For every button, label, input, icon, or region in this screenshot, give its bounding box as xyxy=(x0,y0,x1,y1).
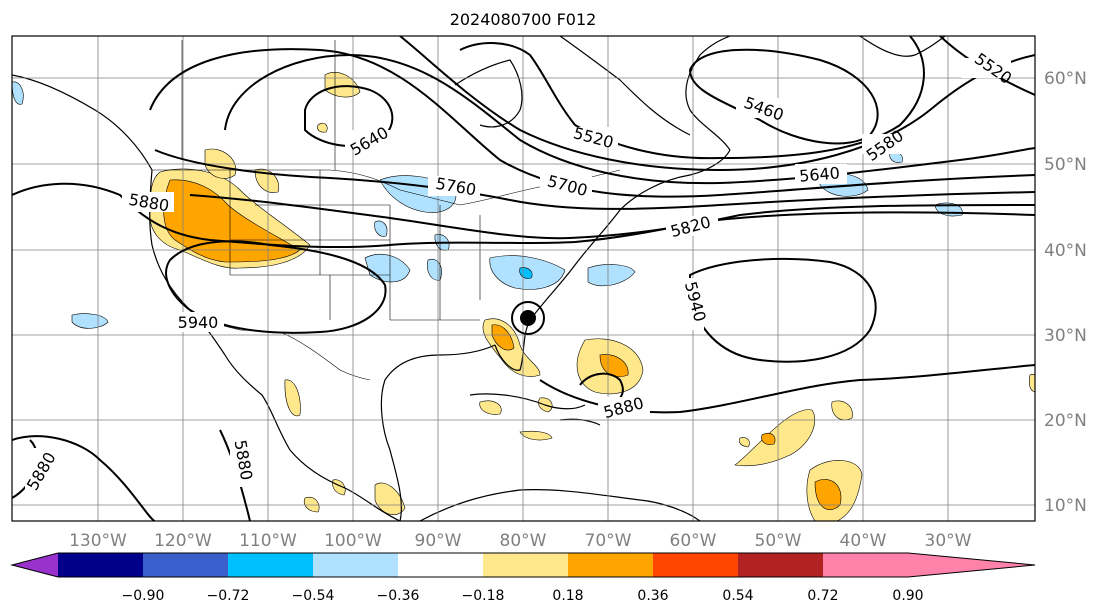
coastlines xyxy=(12,36,946,521)
colorbar-tick-label: −0.54 xyxy=(292,588,335,604)
cool-area-ohio xyxy=(374,220,388,237)
lon-label: 120°W xyxy=(154,531,212,551)
lon-label: 90°W xyxy=(415,531,462,551)
colorbar-ticks: −0.90 −0.72 −0.54 −0.36 −0.18 0.18 0.36 … xyxy=(122,588,924,604)
colorbar-segment xyxy=(143,553,228,577)
border-us-mexico xyxy=(199,319,371,381)
colorbar-tick-label: −0.36 xyxy=(377,588,420,604)
cool-area-pacific xyxy=(71,313,109,329)
colorbar-tick-label: 0.36 xyxy=(637,588,668,604)
lat-label: 20°N xyxy=(1044,411,1087,431)
hurricane-marker xyxy=(511,301,545,335)
warm-area-hudson xyxy=(324,72,361,98)
contour-5640 xyxy=(224,53,1035,185)
warm-area-small-1 xyxy=(317,122,328,133)
colorbar-segment xyxy=(228,553,313,577)
coast-baja xyxy=(224,354,401,521)
latitude-labels: 60°N 50°N 40°N 30°N 20°N 10°N xyxy=(1044,69,1087,516)
lon-label: 40°W xyxy=(840,531,887,551)
map-frame xyxy=(11,35,1036,522)
contour-5700 xyxy=(149,48,1035,198)
lon-label: 130°W xyxy=(69,531,127,551)
colorbar-tick-label: −0.18 xyxy=(462,588,505,604)
warm-area-mexico xyxy=(284,379,301,417)
colorbar-tick-label: 0.54 xyxy=(722,588,753,604)
colorbar-tick-label: −0.90 xyxy=(122,588,165,604)
contour-label: 5940 xyxy=(178,313,219,332)
coast-alaska xyxy=(12,74,153,171)
graticule xyxy=(12,36,1035,521)
colorbar-segment xyxy=(823,553,908,577)
strong-warm-area-east-atl-1 xyxy=(761,432,776,445)
coast-labrador xyxy=(559,36,691,136)
contour-5880-south xyxy=(12,435,156,521)
warm-area-east-atl-4 xyxy=(739,437,750,448)
contour-5580 xyxy=(399,36,1035,172)
shaded-anomaly-areas xyxy=(12,72,1035,521)
lat-label: 60°N xyxy=(1044,69,1087,89)
coast-cuba xyxy=(469,393,586,410)
lon-label: 100°W xyxy=(324,531,382,551)
warm-area-centam-1 xyxy=(374,482,406,515)
colorbar-outline xyxy=(10,552,1036,578)
colorbar-extend-high xyxy=(908,553,1035,577)
colorbar-tick-label: 0.72 xyxy=(807,588,838,604)
lon-label: 110°W xyxy=(239,531,297,551)
lat-label: 30°N xyxy=(1044,326,1087,346)
colorbar-segment xyxy=(58,553,143,577)
warm-area-centam-3 xyxy=(303,496,320,513)
coast-east-us xyxy=(529,149,731,321)
contour-label: 5640 xyxy=(798,163,840,185)
warm-area-east-atl-3 xyxy=(831,400,853,421)
lon-label: 80°W xyxy=(500,531,547,551)
contour-5820 xyxy=(189,194,1035,240)
coast-south-am xyxy=(419,489,701,521)
cool-area-atlantic-1 xyxy=(587,264,636,287)
colorbar xyxy=(10,552,1036,578)
strong-warm-area-northwest xyxy=(163,179,301,263)
colorbar-tick-label: −0.72 xyxy=(207,588,250,604)
contour-5760 xyxy=(154,149,1035,210)
cool-area-alaska xyxy=(12,81,24,105)
strong-warm-area-florida xyxy=(491,324,515,351)
longitude-labels: 130°W 120°W 110°W 100°W 90°W 80°W 70°W 6… xyxy=(69,531,972,551)
coast-canada-east xyxy=(685,36,731,151)
coast-greenland xyxy=(859,36,946,57)
contour-5520 xyxy=(459,36,925,160)
colorbar-segment xyxy=(738,553,823,577)
colorbar-tick-label: 0.90 xyxy=(892,588,923,604)
strong-warm-area-atlantic xyxy=(599,354,629,377)
lat-label: 10°N xyxy=(1044,496,1087,516)
colorbar-segment xyxy=(568,553,653,577)
lon-label: 50°W xyxy=(755,531,802,551)
map-title: 2024080700 F012 xyxy=(449,10,597,29)
lon-label: 70°W xyxy=(585,531,632,551)
warm-area-carib xyxy=(519,430,553,441)
colorbar-segment xyxy=(483,553,568,577)
lon-label: 30°W xyxy=(925,531,972,551)
warm-area-cuba xyxy=(479,400,502,415)
colorbar-segment xyxy=(653,553,738,577)
lat-label: 50°N xyxy=(1044,155,1087,175)
contour-5640-loop xyxy=(304,85,394,147)
contour-5940-west xyxy=(165,240,387,334)
colorbar-extend-low xyxy=(12,553,58,577)
colorbar-segment xyxy=(313,553,398,577)
lon-label: 60°W xyxy=(670,531,717,551)
colorbar-tick-label: 0.18 xyxy=(552,588,583,604)
colorbar-segment xyxy=(398,553,483,577)
coast-gulf xyxy=(380,344,496,521)
lat-label: 40°N xyxy=(1044,241,1087,261)
contour-5940-atl xyxy=(689,257,877,363)
